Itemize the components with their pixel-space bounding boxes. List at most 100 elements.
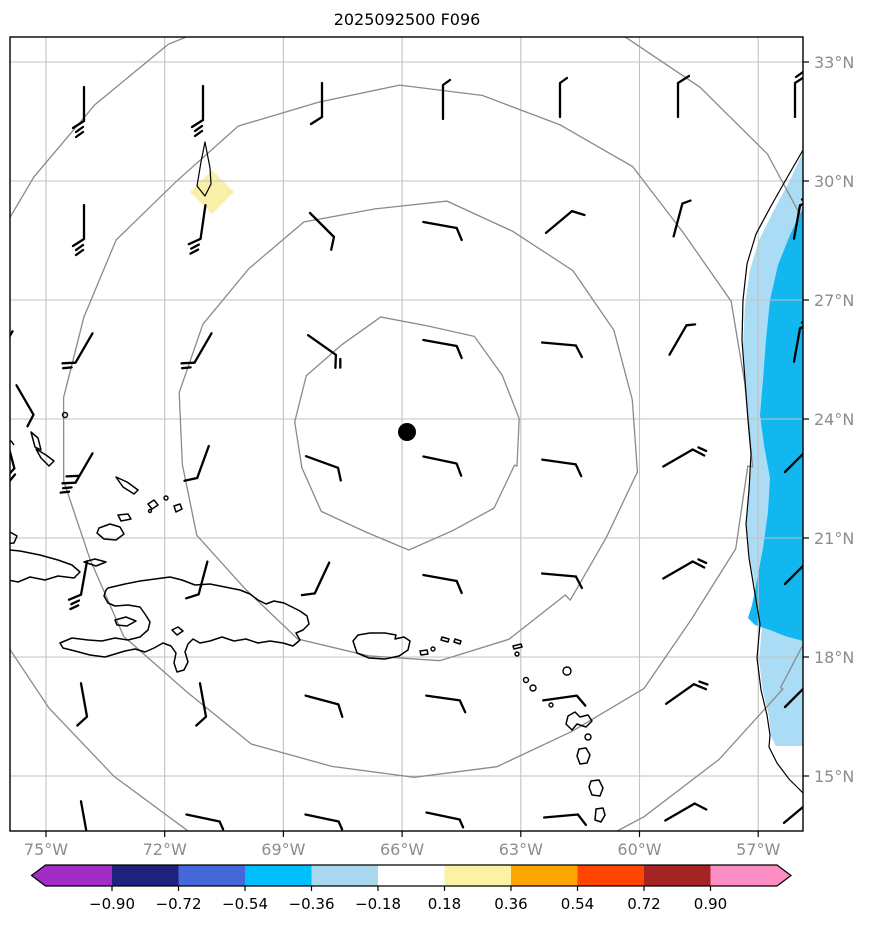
- wind-barb: [542, 813, 588, 827]
- wind-barb: [541, 458, 583, 478]
- wind-barb: [187, 204, 207, 255]
- colorbar-left-arrow: [31, 865, 46, 886]
- coastline-bah-crooked: [35, 448, 55, 467]
- wind-barb: [76, 682, 89, 727]
- small-island: [147, 508, 153, 514]
- colorbar-segment: [644, 865, 711, 886]
- wind-barb: [185, 560, 209, 600]
- wind-barb-field: [10, 70, 803, 831]
- small-island: [548, 702, 554, 708]
- anomaly-contour: [741, 149, 803, 794]
- contour-lines: [196, 141, 803, 794]
- wind-barb: [304, 694, 344, 718]
- colorbar-segment: [178, 865, 245, 886]
- colorbar-segment: [311, 865, 378, 886]
- colorbar-segment: [511, 865, 578, 886]
- wind-barb: [300, 561, 331, 597]
- range-rings: [10, 37, 803, 831]
- colorbar-outline: [30, 864, 792, 887]
- y-tick-label: 30°N: [814, 172, 854, 191]
- colorbar-segment: [245, 865, 312, 886]
- coastline-bah-elong: [115, 476, 139, 495]
- coastline-st-vincent: [594, 807, 606, 823]
- range-ring: [178, 200, 639, 662]
- wind-barb: [425, 694, 467, 714]
- anomaly-contour: [196, 141, 212, 197]
- colorbar-tick-label: 0.18: [428, 895, 461, 913]
- colorbar-segment: [45, 865, 112, 886]
- wind-barb: [422, 220, 463, 242]
- wind-barb: [664, 680, 709, 705]
- small-island: [430, 646, 436, 652]
- wind-barb: [792, 197, 803, 240]
- wind-barb: [540, 341, 584, 359]
- wind-barb: [793, 70, 803, 119]
- wind-barb: [422, 338, 463, 360]
- coastline-virgin-1: [440, 636, 450, 643]
- coastline-anguilla: [512, 643, 523, 650]
- wind-barb: [544, 209, 586, 235]
- wind-barb: [782, 805, 803, 825]
- y-tick-label: 27°N: [814, 291, 854, 310]
- colorbar-tick-label: 0.36: [494, 895, 527, 913]
- deep-blue-anomaly-region: [748, 208, 803, 641]
- colorbar-segment: [378, 865, 445, 886]
- x-tick-label: 63°W: [499, 840, 543, 859]
- wind-barb: [783, 452, 803, 474]
- x-tick-label: 60°W: [617, 840, 661, 859]
- colorbar-segment: [444, 865, 511, 886]
- coastline-guadeloupe: [565, 711, 593, 731]
- wind-barb: [308, 211, 336, 251]
- wind-barb: [67, 560, 89, 611]
- small-island: [584, 733, 592, 741]
- colorbar-right-arrow: [777, 865, 791, 886]
- y-tick-label: 21°N: [814, 529, 854, 548]
- colorbar-tick-label: −0.72: [156, 895, 202, 913]
- wind-barb: [422, 573, 463, 595]
- colorbar-tick-label: 0.54: [561, 895, 594, 913]
- colorbar-segment: [112, 865, 179, 886]
- coastline-puerto-rico: [352, 632, 411, 660]
- wind-barb: [71, 203, 86, 257]
- coastline-cuba-north-cay: [10, 531, 18, 545]
- storm-center-marker: [398, 423, 416, 441]
- coastline-sliver-nw-hisp: [117, 513, 132, 522]
- wind-barb: [190, 84, 205, 138]
- wind-barb: [180, 332, 213, 370]
- colorbar-tick-label: −0.90: [89, 895, 135, 913]
- wind-barb: [672, 199, 692, 238]
- colorbar-tick-label: −0.36: [289, 895, 335, 913]
- wind-barb: [183, 444, 210, 482]
- coastline-great-inagua: [96, 523, 125, 541]
- coastline-vieques: [419, 649, 429, 656]
- small-island: [514, 651, 520, 657]
- wind-barb: [59, 452, 94, 494]
- yellow-anomaly-diamond: [190, 170, 234, 214]
- range-ring: [62, 84, 754, 778]
- colorbar-tick-label: 0.72: [627, 895, 660, 913]
- small-island: [562, 666, 572, 676]
- x-tick-label: 75°W: [24, 840, 68, 859]
- wind-barb: [662, 446, 708, 468]
- wind-barb: [676, 74, 691, 119]
- wind-barb: [664, 802, 708, 822]
- wind-barb: [792, 320, 803, 363]
- coastline-tortue: [83, 558, 107, 567]
- y-tick-label: 15°N: [814, 767, 854, 786]
- wind-barb: [71, 85, 86, 139]
- colorbar-segment: [710, 865, 777, 886]
- wind-barb: [542, 694, 587, 707]
- coastline-mayaguana: [147, 499, 159, 510]
- small-island: [522, 676, 530, 684]
- x-tick-label: 72°W: [143, 840, 187, 859]
- small-island: [163, 495, 169, 501]
- coastline-cuba-east: [10, 549, 81, 583]
- range-ring: [294, 316, 520, 551]
- wind-barb: [306, 334, 342, 369]
- coastline-hispaniola: [59, 576, 310, 673]
- lat-lon-gridlines: [10, 37, 803, 831]
- wind-barb: [783, 564, 803, 586]
- y-tick-label: 24°N: [814, 410, 854, 429]
- x-tick-label: 57°W: [736, 840, 780, 859]
